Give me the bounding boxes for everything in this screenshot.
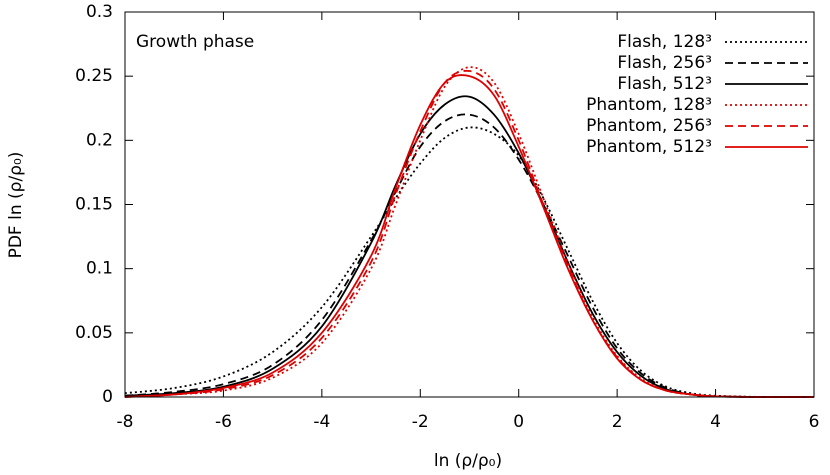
legend-label: Phantom, 256³ [586, 116, 712, 136]
x-axis-label: ln (ρ/ρ₀) [434, 451, 502, 471]
y-tick-label: 0.15 [75, 195, 113, 215]
x-tick-label: 4 [710, 412, 721, 432]
y-tick-label: 0.2 [86, 130, 113, 150]
legend-label: Phantom, 128³ [586, 95, 712, 115]
x-tick-label: 0 [513, 412, 524, 432]
plot-frame [124, 11, 815, 398]
x-tick-label: -4 [313, 412, 330, 432]
annotation: Growth phase [136, 32, 254, 52]
legend-label: Phantom, 512³ [586, 137, 712, 157]
series-line [124, 126, 815, 398]
y-tick-label: 0.25 [75, 66, 113, 86]
x-tick-label: 6 [809, 412, 820, 432]
series-line [124, 74, 815, 398]
y-tick-label: 0.3 [86, 2, 113, 22]
legend-label: Flash, 512³ [617, 74, 712, 94]
legend-label: Flash, 256³ [617, 53, 712, 73]
y-tick-label: 0.1 [86, 259, 113, 279]
x-tick-label: -2 [412, 412, 429, 432]
y-tick-label: 0.05 [75, 323, 113, 343]
legend-label: Flash, 128³ [617, 32, 712, 52]
y-axis-label: PDF ln (ρ/ρ₀) [6, 152, 26, 259]
x-tick-label: -8 [117, 412, 134, 432]
y-tick-label: 0 [102, 387, 113, 407]
x-tick-label: -6 [215, 412, 232, 432]
x-tick-label: 2 [612, 412, 623, 432]
